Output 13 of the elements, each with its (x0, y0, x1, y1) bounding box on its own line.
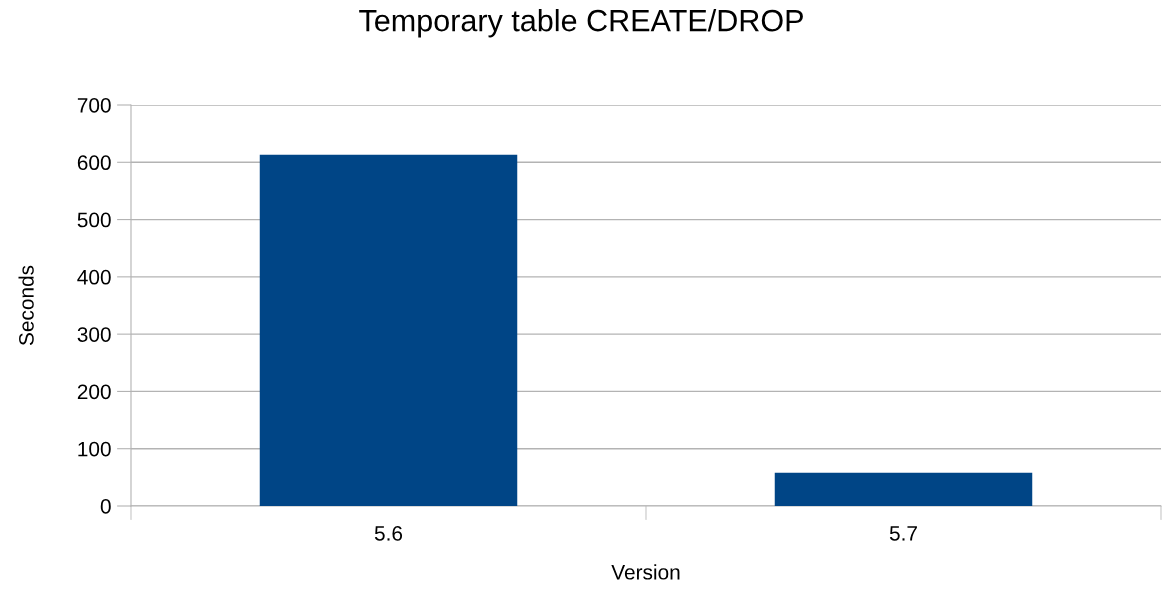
y-tick-label: 400 (77, 269, 111, 285)
y-tick-label: 0 (100, 499, 111, 514)
y-tick-label: 700 (77, 98, 111, 113)
y-tick-label: 200 (77, 384, 111, 400)
y-axis-title: Seconds (18, 265, 34, 346)
x-tick-label: 5.7 (889, 526, 917, 541)
y-tick-label: 500 (77, 212, 111, 228)
y-tick-label: 100 (78, 441, 111, 457)
y-tick-label: 600 (77, 155, 111, 171)
x-tick-label: 5.6 (374, 525, 403, 541)
chart-title: Temporary table CREATE/DROP (359, 9, 803, 38)
x-axis-title: Version (611, 564, 680, 580)
y-tick-label: 300 (77, 327, 111, 342)
